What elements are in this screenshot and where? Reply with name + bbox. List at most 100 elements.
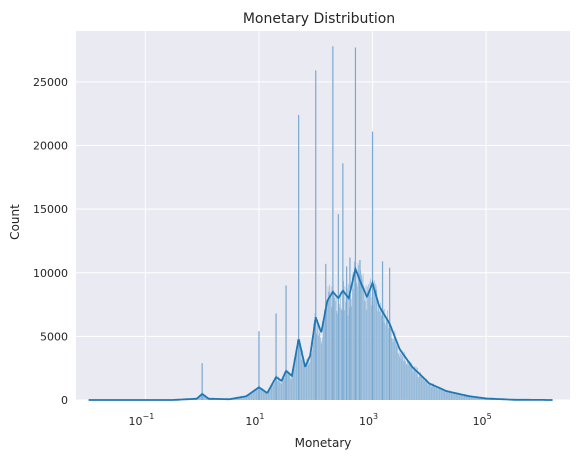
histogram-bar [317,324,318,400]
histogram-bar [283,374,285,400]
histogram-bar [443,391,445,400]
histogram-bar [469,396,471,400]
histogram-bar [270,386,271,400]
histogram-bar [410,366,412,400]
histogram-bar [482,397,483,400]
histogram-bar [282,377,284,400]
histogram-bar [302,358,304,400]
histogram-bar [272,380,274,400]
histogram-bar [245,396,247,400]
histogram-bar [417,377,419,400]
histogram-bar [413,367,414,400]
histogram-bar [335,300,336,400]
histogram-bar [390,327,392,400]
histogram-bar [240,397,242,400]
histogram-bar [483,398,484,400]
histogram-bar [318,332,320,400]
histogram-bar [344,286,346,400]
histogram-bar [434,385,436,400]
histogram-bar [449,391,451,400]
histogram-bar [250,392,251,400]
histogram-bar [412,372,414,400]
histogram-bar [446,391,448,400]
histogram-bar [379,308,381,400]
spike-bar [389,267,391,400]
histogram-bar [479,397,481,400]
histogram-bar [424,377,426,400]
histogram-bar [302,350,303,400]
histogram-bar [450,392,451,400]
histogram-bar [273,384,275,400]
histogram-bar [268,389,270,400]
histogram-bar [407,365,409,400]
histogram-bar [305,362,307,400]
histogram-bar [250,393,252,400]
histogram-bar [418,375,420,400]
histogram-bar [405,360,406,400]
histogram-bar [357,286,358,400]
histogram-bar [205,396,207,400]
histogram-bar [415,369,416,400]
histogram-bar [477,397,478,400]
histogram-bar [330,286,332,400]
histogram-bar [290,379,292,400]
histogram-bar [345,302,346,400]
histogram-bar [251,393,253,400]
histogram-bar [429,383,431,400]
histogram-bar [374,289,376,400]
histogram-bar [428,381,429,400]
histogram-bar [327,298,328,400]
histogram-bar [386,319,388,400]
histogram-bar [466,396,468,400]
histogram-bar [404,360,406,400]
histogram-bar [464,395,466,400]
histogram-bar [398,353,399,400]
histogram-bar [297,339,298,400]
y-tick-label: 15000 [33,203,68,216]
histogram-bar [480,398,482,400]
histogram-bar [241,397,243,400]
spike-bar [359,260,361,400]
histogram-bar [445,391,446,400]
histogram-bar [206,397,208,400]
histogram-bar [413,367,415,400]
histogram-bar [415,366,417,400]
spike-bar [346,266,348,400]
histogram-bar [255,390,257,400]
histogram-bar [363,300,365,400]
spike-bar [337,214,339,400]
histogram-bar [243,396,245,400]
histogram-bar [397,352,399,400]
histogram-bar [343,281,344,400]
histogram-bar [351,299,353,400]
histogram-bar [294,366,295,400]
histogram-bar [403,351,405,400]
x-axis-label: Monetary [295,436,352,450]
histogram-bar [284,375,286,400]
histogram-bar [440,388,442,400]
histogram-bar [312,349,313,400]
histogram-bar [320,343,322,400]
y-tick-label: 20000 [33,140,68,153]
histogram-bar [287,371,288,400]
histogram-bar [309,362,311,400]
histogram-bar [443,391,444,400]
histogram-bar [276,375,278,400]
histogram-bar [437,387,438,400]
x-tick-labels: 10−1 101 103 105 [128,412,491,428]
histogram-bar [292,369,294,400]
histogram-bar [267,392,269,400]
histogram-bar [472,396,473,400]
y-tick-label: 5000 [40,330,68,343]
histogram-bar [246,395,248,400]
histogram-bar [470,396,471,400]
spike-bar [315,70,317,400]
histogram-bar [267,392,268,400]
histogram-bar [478,397,480,400]
histogram-bar [458,393,460,400]
histogram-bar [242,396,243,400]
histogram-bar [470,397,472,400]
histogram-bar [460,394,462,400]
histogram-bar [457,392,459,400]
histogram-bar [336,311,338,400]
